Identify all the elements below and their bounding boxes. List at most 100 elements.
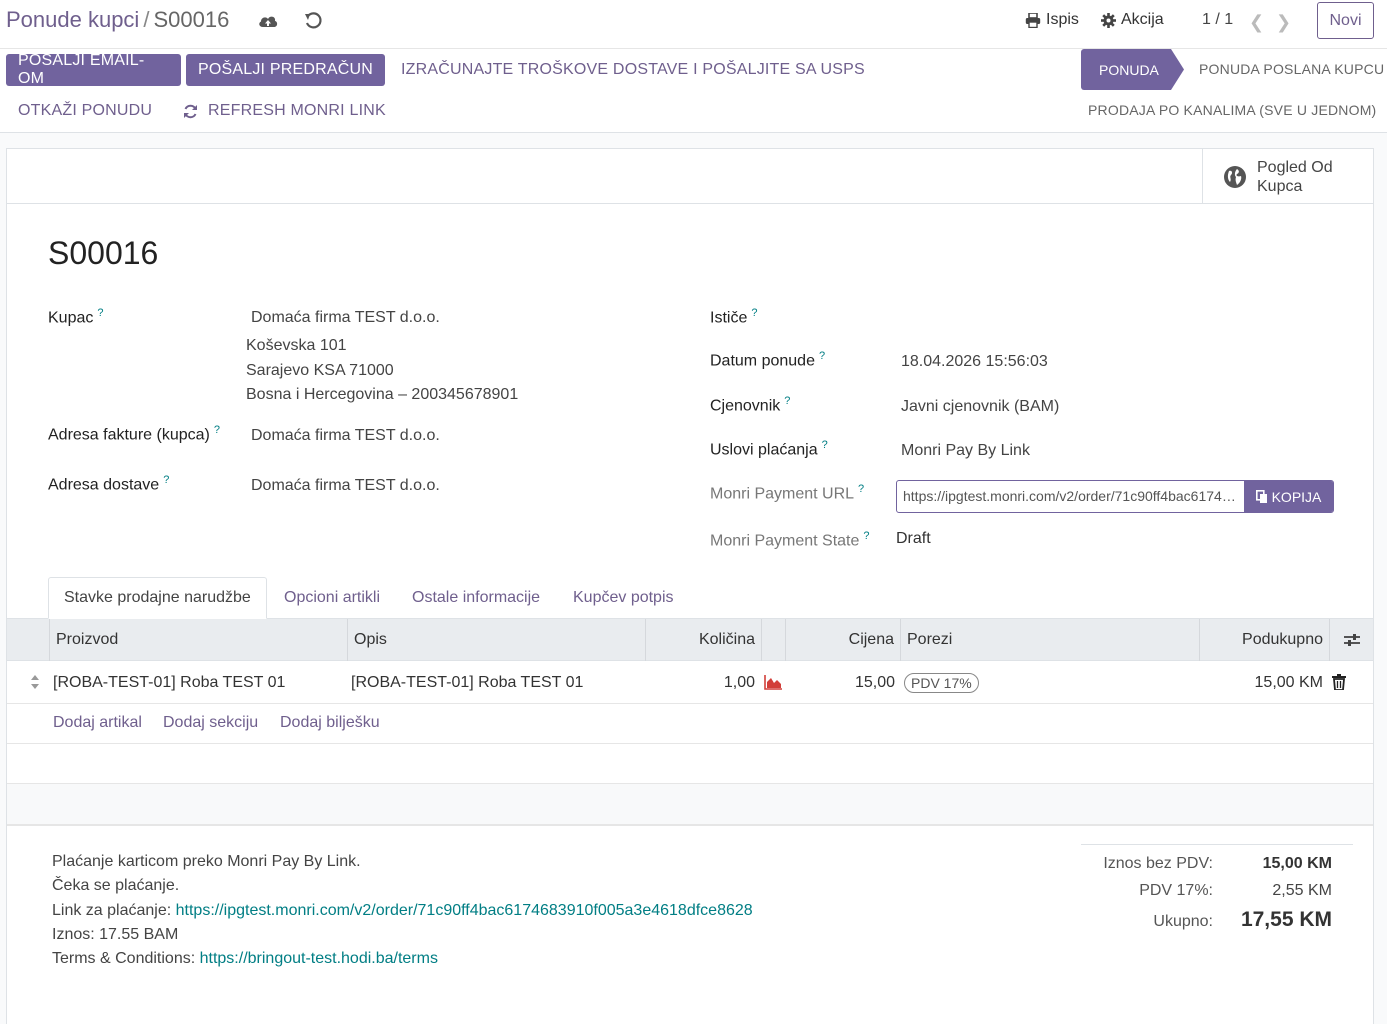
terms-link[interactable]: https://bringout-test.hodi.ba/terms	[199, 950, 438, 967]
date-field[interactable]: 18.04.2026 15:56:03	[901, 353, 1048, 370]
delivery-address-field[interactable]: Domaća firma TEST d.o.o.	[251, 477, 440, 494]
help-icon[interactable]: ?	[97, 307, 104, 319]
table-footer	[7, 784, 1373, 826]
area-chart-icon[interactable]	[764, 674, 783, 690]
order-lines-header: Proizvod Opis Količina Cijena Porezi Pod…	[7, 619, 1373, 661]
monri-url-field: https://ipgtest.monri.com/v2/order/71c90…	[896, 480, 1334, 513]
tab-order-lines[interactable]: Stavke prodajne narudžbe	[48, 577, 267, 619]
payment-terms-label: Uslovi plaćanja?	[710, 439, 828, 459]
cell-description[interactable]: [ROBA-TEST-01] Roba TEST 01	[351, 673, 584, 691]
add-section-link[interactable]: Dodaj sekciju	[163, 714, 259, 731]
refresh-icon	[184, 104, 197, 118]
trash-icon[interactable]	[1332, 674, 1346, 690]
empty-row	[7, 744, 1373, 784]
breadcrumb-current: S00016	[153, 7, 230, 32]
status-quotation[interactable]: PONUDA	[1081, 49, 1184, 90]
payment-link[interactable]: https://ipgtest.monri.com/v2/order/71c90…	[175, 902, 753, 919]
add-product-link[interactable]: Dodaj artikal	[53, 714, 142, 731]
record-title: S00016	[48, 235, 159, 271]
customer-address-line: Koševska 101	[246, 337, 347, 354]
note-line: Terms & Conditions: https://bringout-tes…	[52, 950, 438, 967]
cell-taxes[interactable]: PDV 17%	[904, 661, 979, 704]
cell-price[interactable]: 15,00	[854, 673, 895, 691]
help-icon[interactable]: ?	[858, 483, 865, 495]
column-forecast	[761, 619, 785, 661]
monri-state-label: Monri Payment State?	[710, 530, 870, 550]
usps-shipping-button[interactable]: IZRAČUNAJTE TROŠKOVE DOSTAVE I POŠALJITE…	[401, 61, 865, 78]
status-quotation-sent[interactable]: PONUDA POSLANA KUPCU	[1199, 61, 1385, 77]
customer-field[interactable]: Domaća firma TEST d.o.o.	[251, 309, 440, 326]
table-row[interactable]: [ROBA-TEST-01] Roba TEST 01 [ROBA-TEST-0…	[7, 661, 1373, 704]
expiration-label: Ističe?	[710, 307, 758, 327]
tax-badge: PDV 17%	[904, 672, 979, 693]
monri-url-value[interactable]: https://ipgtest.monri.com/v2/order/71c90…	[903, 488, 1244, 504]
help-icon[interactable]: ?	[163, 474, 170, 486]
breadcrumb-parent-link[interactable]: Ponude kupci	[6, 7, 140, 32]
divider	[1081, 844, 1353, 845]
pager-value[interactable]: 1 / 1	[1202, 11, 1234, 28]
customer-preview-label-2: Kupca	[1257, 177, 1303, 195]
column-subtotal[interactable]: Podukupno	[1199, 619, 1329, 661]
drag-handle-icon[interactable]	[30, 674, 40, 690]
refresh-monri-link-button[interactable]: REFRESH MONRI LINK	[183, 102, 386, 120]
copy-button[interactable]: KOPIJA	[1244, 481, 1333, 512]
column-price[interactable]: Cijena	[785, 619, 900, 661]
customer-preview-button[interactable]: Pogled Od Kupca	[1202, 149, 1374, 204]
send-proforma-button[interactable]: POŠALJI PREDRAČUN	[186, 54, 385, 86]
action-label: Akcija	[1121, 11, 1164, 28]
action-menu[interactable]: Akcija	[1101, 11, 1164, 29]
print-menu[interactable]: Ispis	[1025, 11, 1079, 29]
help-icon[interactable]: ?	[863, 530, 870, 542]
note-line: Iznos: 17.55 BAM	[52, 926, 179, 943]
cancel-quotation-button[interactable]: OTKAŽI PONUDU	[18, 102, 153, 119]
help-icon[interactable]: ?	[751, 307, 758, 319]
invoice-address-field[interactable]: Domaća firma TEST d.o.o.	[251, 427, 440, 444]
status-sales-channels[interactable]: PRODAJA PO KANALIMA (SVE U JEDNOM)	[1088, 102, 1377, 118]
cell-subtotal: 15,00 KM	[1254, 673, 1323, 691]
note-line: Plaćanje karticom preko Monri Pay By Lin…	[52, 853, 361, 870]
customer-address-line: Bosna i Hercegovina – 200345678901	[246, 386, 519, 403]
cloud-upload-icon[interactable]	[258, 12, 278, 30]
tab-other-info[interactable]: Ostale informacije	[412, 589, 541, 606]
column-quantity[interactable]: Količina	[645, 619, 761, 661]
customer-preview-label-1: Pogled Od	[1257, 158, 1333, 176]
column-product[interactable]: Proizvod	[49, 619, 347, 661]
untaxed-label: Iznos bez PDV:	[1103, 855, 1213, 872]
column-taxes[interactable]: Porezi	[900, 619, 1199, 661]
divider	[7, 618, 1373, 619]
customer-label: Kupac?	[48, 307, 104, 327]
tab-customer-signature[interactable]: Kupčev potpis	[573, 589, 674, 606]
cell-quantity[interactable]: 1,00	[723, 673, 755, 691]
breadcrumb-separator: /	[143, 7, 150, 32]
delivery-address-label: Adresa dostave?	[48, 474, 170, 494]
copy-icon	[1255, 489, 1267, 503]
customer-address-line: Sarajevo KSA 71000	[246, 362, 394, 379]
chevron-left-icon[interactable]: ❮	[1249, 12, 1265, 32]
gear-icon	[1101, 12, 1116, 28]
help-icon[interactable]: ?	[821, 439, 828, 451]
tab-optional-products[interactable]: Opcioni artikli	[284, 589, 381, 606]
help-icon[interactable]: ?	[784, 395, 791, 407]
column-description[interactable]: Opis	[347, 619, 645, 661]
payment-terms-field[interactable]: Monri Pay By Link	[901, 442, 1030, 459]
form-sheet: Pogled Od Kupca S00016 Kupac? Domaća fir…	[6, 148, 1374, 1024]
untaxed-value: 15,00 KM	[1262, 855, 1332, 872]
print-icon	[1025, 12, 1041, 28]
cell-product[interactable]: [ROBA-TEST-01] Roba TEST 01	[53, 673, 286, 691]
note-line: Čeka se plaćanje.	[52, 877, 180, 894]
chevron-right-icon[interactable]: ❯	[1276, 12, 1292, 32]
total-value: 17,55 KM	[1240, 908, 1332, 931]
add-note-link[interactable]: Dodaj bilješku	[280, 714, 380, 731]
help-icon[interactable]: ?	[818, 350, 826, 362]
new-button[interactable]: Novi	[1317, 2, 1374, 39]
help-icon[interactable]: ?	[213, 424, 220, 436]
optional-columns-toggle[interactable]	[1329, 619, 1373, 661]
pricelist-label: Cjenovnik?	[710, 395, 791, 415]
copy-label: KOPIJA	[1271, 488, 1322, 505]
send-email-button[interactable]: POŠALJI EMAIL-OM	[6, 52, 181, 87]
divider	[0, 48, 1387, 49]
note-line: Link za plaćanje: https://ipgtest.monri.…	[52, 902, 753, 919]
discard-icon[interactable]	[303, 12, 323, 30]
pricelist-field[interactable]: Javni cjenovnik (BAM)	[901, 398, 1060, 415]
total-label: Ukupno:	[1153, 913, 1213, 930]
